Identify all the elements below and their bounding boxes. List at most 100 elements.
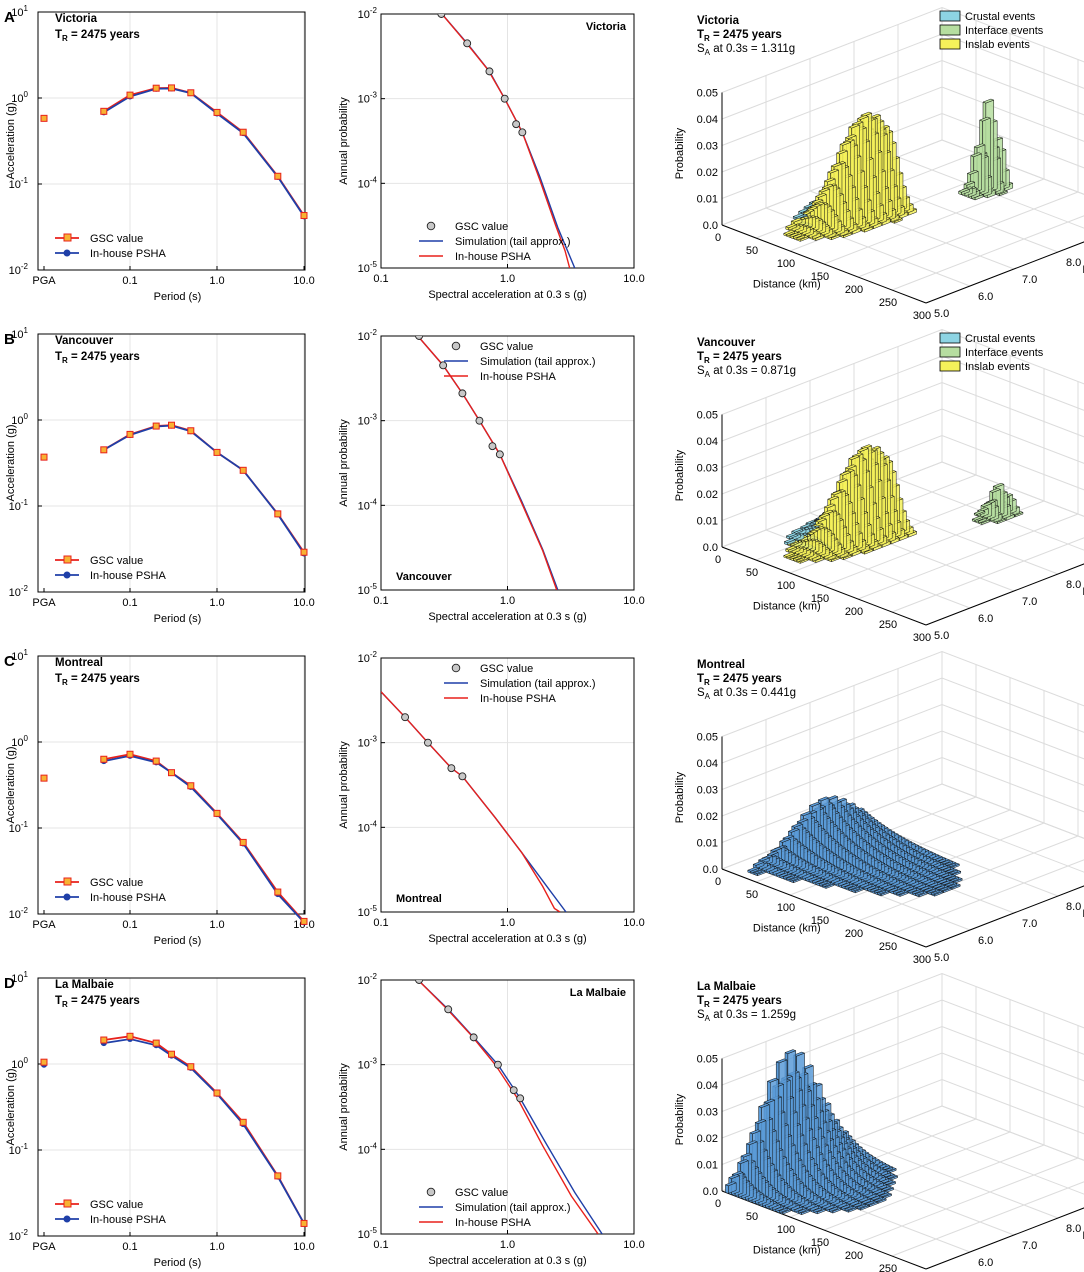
x-axis-label: Distance (km) bbox=[753, 279, 821, 291]
legend-simulation-label: Simulation (tail approx.) bbox=[455, 236, 571, 248]
x-axis-label: Spectral acceleration at 0.3 s (g) bbox=[428, 611, 586, 623]
wall-grid-p bbox=[721, 461, 1084, 548]
y-tick-label: 10-2 bbox=[9, 1228, 29, 1243]
z-tick-label: 0.04 bbox=[697, 758, 718, 770]
bar-top-face bbox=[989, 488, 1002, 493]
y-tick-label: 10-1 bbox=[9, 176, 29, 191]
z-tick-label: 0.03 bbox=[697, 463, 718, 475]
z-tick-label: 0.0 bbox=[703, 542, 718, 554]
gsc-point bbox=[495, 450, 504, 459]
x-tick-label: 10.0 bbox=[623, 273, 644, 285]
y-tick-label: 5.0 bbox=[934, 952, 949, 964]
pga-gsc-marker bbox=[40, 774, 48, 782]
wall-grid-p bbox=[721, 328, 1084, 415]
y-tick-label: 7.0 bbox=[1022, 918, 1037, 930]
gsc-point bbox=[458, 389, 467, 398]
gsc-point bbox=[475, 416, 484, 425]
tick-base: 10 bbox=[11, 329, 23, 341]
x-tick-label: 50 bbox=[746, 889, 758, 901]
gsc-marker bbox=[274, 888, 282, 896]
tick-exponent: -5 bbox=[370, 1226, 378, 1235]
legend-swatch bbox=[939, 346, 961, 358]
gsc-marker bbox=[126, 1032, 134, 1040]
y-axis-label: Acceleration (g) bbox=[5, 424, 17, 501]
tick-base: 10 bbox=[358, 585, 370, 597]
tick-base: 10 bbox=[358, 975, 370, 987]
gsc-point bbox=[518, 128, 527, 137]
deagg-chart-A: 0.00.010.020.030.040.0505010015020025030… bbox=[674, 6, 1084, 322]
x-tick-label: 0.1 bbox=[122, 919, 137, 931]
gsc-marker bbox=[168, 421, 176, 429]
x-tick-label: 100 bbox=[777, 1224, 795, 1236]
tick-exponent: 0 bbox=[24, 90, 29, 99]
y-tick-label: 6.0 bbox=[978, 935, 993, 947]
bar-top-face bbox=[980, 502, 993, 507]
x-tick-label: 1.0 bbox=[209, 597, 224, 609]
bar-top-face bbox=[856, 447, 870, 452]
y-tick-label: 10-2 bbox=[358, 6, 378, 21]
gsc-marker bbox=[168, 1050, 176, 1058]
y-tick-label: 101 bbox=[11, 970, 28, 985]
legend-gsc-label: GSC value bbox=[90, 877, 143, 889]
legend-inhouse-label: In-house PSHA bbox=[90, 892, 166, 904]
x-tick-label: PGA bbox=[32, 1241, 56, 1253]
gsc-marker bbox=[239, 1118, 247, 1126]
floor-grid-m bbox=[941, 1105, 1084, 1161]
y-axis-label: Acceleration (g) bbox=[5, 1068, 17, 1145]
location-label: Vancouver bbox=[396, 571, 452, 583]
gsc-marker bbox=[152, 84, 160, 92]
legend-gsc-marker bbox=[63, 1199, 72, 1208]
tick-exponent: -2 bbox=[21, 262, 29, 271]
gsc-point bbox=[500, 94, 509, 103]
legend-simulation-label: Simulation (tail approx.) bbox=[480, 356, 596, 368]
pga-gsc-marker bbox=[40, 1058, 48, 1066]
tick-exponent: -2 bbox=[370, 6, 378, 15]
gsc-marker bbox=[213, 1089, 221, 1097]
floor-grid-d bbox=[925, 1207, 1084, 1270]
tick-exponent: -2 bbox=[370, 328, 378, 337]
gsc-marker bbox=[274, 1172, 282, 1180]
tick-base: 10 bbox=[9, 265, 21, 277]
location-label: La Malbaie bbox=[570, 987, 626, 999]
location-title: Vancouver bbox=[55, 335, 114, 347]
gsc-marker bbox=[300, 1219, 308, 1227]
legend-gsc-marker bbox=[63, 555, 72, 564]
legend-gsc-label: GSC value bbox=[455, 1187, 508, 1199]
legend-psha-label: In-house PSHA bbox=[455, 1217, 531, 1229]
legend-gsc-label: GSC value bbox=[455, 221, 508, 233]
bar-top-face bbox=[783, 229, 796, 235]
gsc-point bbox=[415, 980, 424, 984]
y-tick-label: 7.0 bbox=[1022, 274, 1037, 286]
bar-top-face bbox=[851, 120, 864, 126]
legend-gsc-marker bbox=[451, 663, 461, 673]
tick-base: 10 bbox=[358, 1144, 370, 1156]
legend-psha-label: In-house PSHA bbox=[455, 251, 531, 263]
sa-label: SA at 0.3s = 0.441g bbox=[697, 687, 796, 701]
tick-exponent: -5 bbox=[370, 260, 378, 269]
location-title: La Malbaie bbox=[55, 979, 114, 991]
tick-base: 10 bbox=[11, 93, 23, 105]
psha-curve bbox=[416, 336, 558, 590]
location-title: Victoria bbox=[55, 13, 98, 25]
x-tick-label: 150 bbox=[811, 271, 829, 283]
bar-3d bbox=[783, 229, 796, 237]
x-axis-label: Distance (km) bbox=[753, 923, 821, 935]
bar-top-face bbox=[844, 464, 857, 470]
y-tick-label: 10-2 bbox=[9, 906, 29, 921]
tick-exponent: 0 bbox=[24, 412, 29, 421]
bar-top-face bbox=[844, 134, 857, 139]
return-period-label: TR = 2475 years bbox=[697, 995, 782, 1009]
y-axis-label: Annual probability bbox=[338, 1063, 350, 1151]
z-axis-label: Probability bbox=[674, 1093, 686, 1145]
legend-gsc-marker bbox=[426, 1187, 436, 1197]
floor-grid-d bbox=[891, 537, 1084, 613]
x-tick-label: 0.1 bbox=[122, 597, 137, 609]
x-tick-label: 10.0 bbox=[623, 1239, 644, 1251]
y-tick-label: 10-3 bbox=[358, 91, 378, 106]
wall-grid-p bbox=[721, 434, 1084, 521]
tick-base: 10 bbox=[358, 9, 370, 21]
z-tick-label: 0.01 bbox=[697, 838, 718, 850]
bar-top-face bbox=[785, 223, 798, 229]
